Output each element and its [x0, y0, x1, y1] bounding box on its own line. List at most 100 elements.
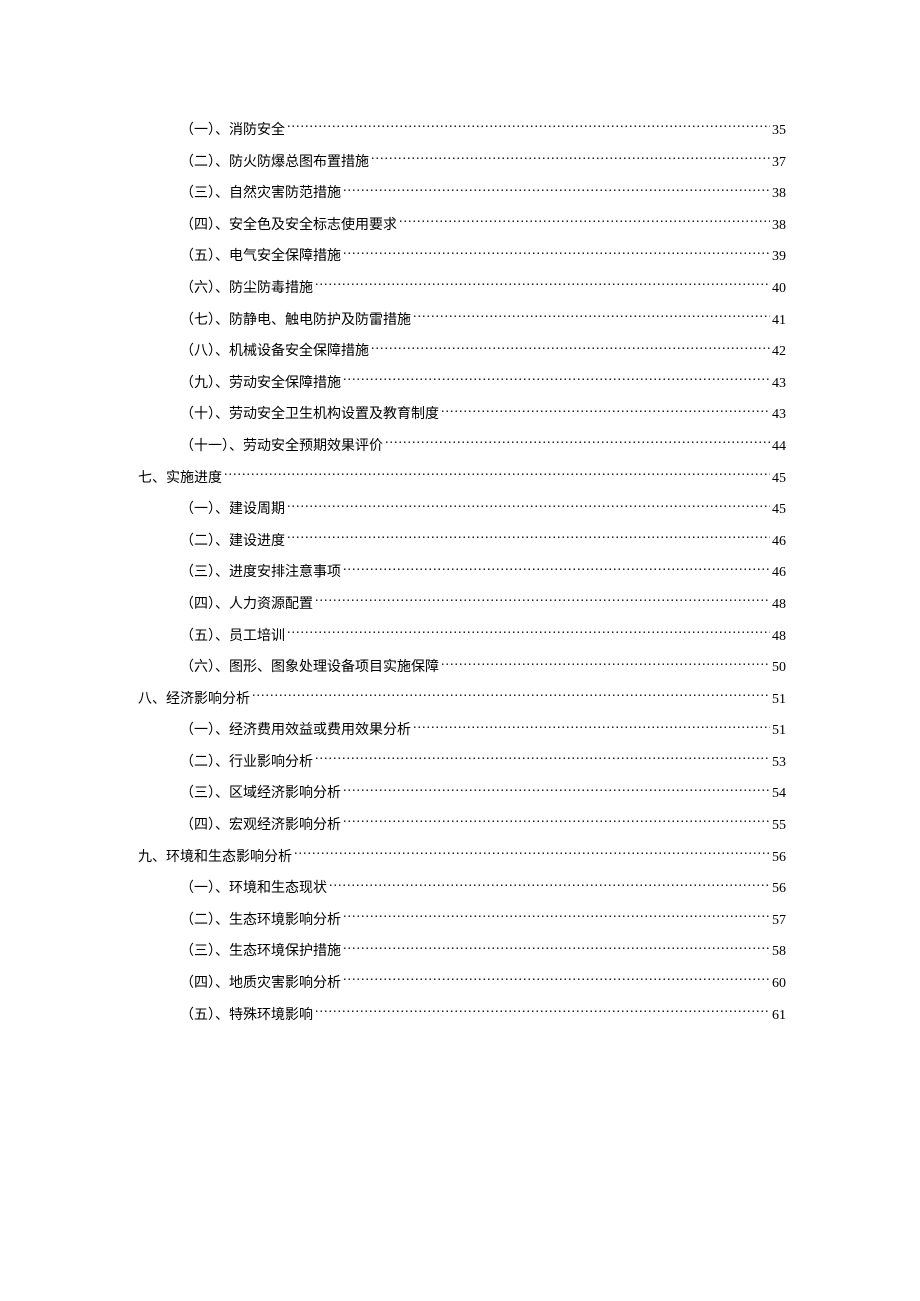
toc-page-number: 46: [772, 532, 786, 552]
toc-page-number: 42: [772, 342, 786, 362]
toc-entry: （二）、建设进度 46: [138, 531, 786, 552]
toc-dots: [371, 341, 770, 355]
toc-label: （三）、区域经济影响分析: [180, 784, 341, 804]
toc-dots: [294, 847, 770, 861]
toc-dots: [343, 815, 770, 829]
toc-entry: （一）、建设周期 45: [138, 499, 786, 520]
toc-label: （四）、地质灾害影响分析: [180, 974, 341, 994]
toc-dots: [343, 373, 770, 387]
toc-label: （六）、防尘防毒措施: [180, 279, 313, 299]
toc-page-number: 48: [772, 627, 786, 647]
toc-label: （三）、自然灾害防范措施: [180, 184, 341, 204]
toc-dots: [287, 120, 770, 134]
toc-dots: [315, 594, 770, 608]
toc-dots: [343, 562, 770, 576]
toc-entry: （一）、环境和生态现状 56: [138, 878, 786, 899]
toc-entry: （三）、自然灾害防范措施 38: [138, 183, 786, 204]
toc-page-number: 38: [772, 184, 786, 204]
toc-entry: （四）、地质灾害影响分析 60: [138, 973, 786, 994]
toc-label: （二）、生态环境影响分析: [180, 911, 341, 931]
toc-label: （一）、经济费用效益或费用效果分析: [180, 721, 411, 741]
toc-dots: [315, 278, 770, 292]
toc-page-number: 58: [772, 942, 786, 962]
toc-label: （四）、宏观经济影响分析: [180, 816, 341, 836]
toc-page-number: 40: [772, 279, 786, 299]
toc-label: （三）、生态环境保护措施: [180, 942, 341, 962]
toc-dots: [287, 626, 770, 640]
toc-page-number: 37: [772, 153, 786, 173]
toc-label: （十）、劳动安全卫生机构设置及教育制度: [180, 405, 439, 425]
toc-dots: [399, 215, 770, 229]
toc-page-number: 38: [772, 216, 786, 236]
toc-dots: [315, 752, 770, 766]
toc-label: （三）、进度安排注意事项: [180, 563, 341, 583]
toc-label: （五）、特殊环境影响: [180, 1006, 313, 1026]
toc-page-number: 57: [772, 911, 786, 931]
toc-label: （二）、行业影响分析: [180, 753, 313, 773]
toc-dots: [315, 1005, 770, 1019]
toc-label: （四）、安全色及安全标志使用要求: [180, 216, 397, 236]
toc-page-number: 51: [772, 721, 786, 741]
toc-label: （一）、消防安全: [180, 121, 285, 141]
toc-entry: （一）、经济费用效益或费用效果分析 51: [138, 720, 786, 741]
toc-container: （一）、消防安全 35 （二）、防火防爆总图布置措施 37 （三）、自然灾害防范措施 38…: [138, 120, 786, 1036]
toc-entry: （六）、图形、图象处理设备项目实施保障 50: [138, 657, 786, 678]
toc-entry: （五）、特殊环境影响 61: [138, 1005, 786, 1026]
toc-entry: （七）、防静电、触电防护及防雷措施 41: [138, 310, 786, 331]
toc-label: 九、环境和生态影响分析: [138, 848, 292, 868]
toc-page-number: 45: [772, 469, 786, 489]
toc-dots: [385, 436, 770, 450]
toc-label: （七）、防静电、触电防护及防雷措施: [180, 311, 411, 331]
toc-entry: （四）、人力资源配置 48: [138, 594, 786, 615]
toc-entry: （二）、防火防爆总图布置措施 37: [138, 152, 786, 173]
toc-entry: （二）、生态环境影响分析 57: [138, 910, 786, 931]
toc-entry: （五）、电气安全保障措施39: [138, 246, 786, 267]
toc-entry: （三）、生态环境保护措施 58: [138, 941, 786, 962]
toc-label: （一）、建设周期: [180, 500, 285, 520]
toc-page-number: 43: [772, 405, 786, 425]
toc-label: （八）、机械设备安全保障措施: [180, 342, 369, 362]
toc-page-number: 53: [772, 753, 786, 773]
toc-page-number: 60: [772, 974, 786, 994]
toc-page-number: 41: [772, 311, 786, 331]
toc-page-number: 43: [772, 374, 786, 394]
toc-label: （十一）、劳动安全预期效果评价: [180, 437, 383, 457]
toc-page-number: 56: [772, 879, 786, 899]
toc-entry: （十）、劳动安全卫生机构设置及教育制度 43: [138, 404, 786, 425]
toc-entry: 八、经济影响分析51: [138, 689, 786, 710]
toc-page-number: 55: [772, 816, 786, 836]
toc-dots: [441, 404, 770, 418]
toc-dots: [343, 183, 770, 197]
toc-page-number: 35: [772, 121, 786, 141]
toc-page-number: 61: [772, 1006, 786, 1026]
toc-entry: （六）、防尘防毒措施 40: [138, 278, 786, 299]
toc-dots: [343, 783, 770, 797]
toc-dots: [343, 246, 770, 260]
toc-label: 七、实施进度: [138, 469, 222, 489]
toc-dots: [343, 910, 770, 924]
toc-page-number: 51: [772, 690, 786, 710]
toc-entry: （五）、员工培训48: [138, 626, 786, 647]
toc-page-number: 50: [772, 658, 786, 678]
toc-label: （四）、人力资源配置: [180, 595, 313, 615]
toc-label: （六）、图形、图象处理设备项目实施保障: [180, 658, 439, 678]
toc-page-number: 45: [772, 500, 786, 520]
toc-entry: （四）、安全色及安全标志使用要求 38: [138, 215, 786, 236]
toc-dots: [371, 152, 770, 166]
toc-label: （九）、劳动安全保障措施: [180, 374, 341, 394]
toc-entry: （三）、区域经济影响分析54: [138, 783, 786, 804]
toc-page-number: 44: [772, 437, 786, 457]
toc-label: （二）、建设进度: [180, 532, 285, 552]
toc-entry: （一）、消防安全 35: [138, 120, 786, 141]
toc-page-number: 56: [772, 848, 786, 868]
toc-entry: （九）、劳动安全保障措施 43: [138, 373, 786, 394]
toc-dots: [329, 878, 770, 892]
toc-dots: [287, 531, 770, 545]
toc-dots: [287, 499, 770, 513]
toc-entry: （八）、机械设备安全保障措施 42: [138, 341, 786, 362]
toc-label: （二）、防火防爆总图布置措施: [180, 153, 369, 173]
toc-entry: （四）、宏观经济影响分析 55: [138, 815, 786, 836]
toc-page-number: 48: [772, 595, 786, 615]
toc-dots: [224, 468, 770, 482]
toc-label: （一）、环境和生态现状: [180, 879, 327, 899]
